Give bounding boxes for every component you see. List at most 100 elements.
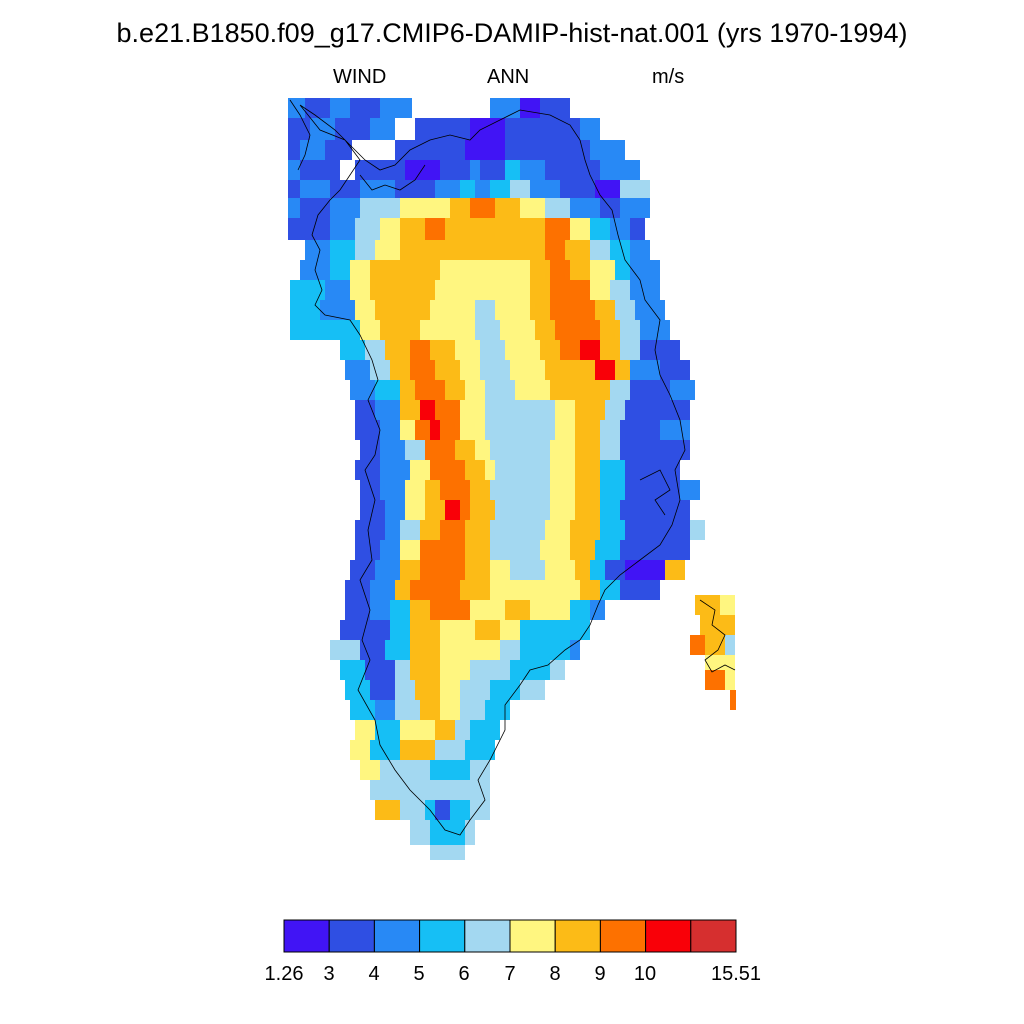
map-cell	[520, 198, 545, 218]
colorbar-label: 1.26	[265, 963, 304, 985]
map-cell	[405, 160, 440, 180]
map-cell	[400, 400, 420, 420]
map-cell	[465, 380, 485, 400]
map-cell	[600, 580, 620, 600]
map-cell	[420, 400, 435, 420]
map-cell	[490, 480, 550, 500]
map-cell	[460, 500, 470, 520]
map-cell	[440, 620, 460, 640]
map-cell	[415, 420, 430, 440]
map-cell	[435, 360, 460, 380]
map-cell	[570, 600, 590, 620]
map-cell	[545, 198, 570, 218]
map-cell	[550, 440, 575, 460]
map-cell	[460, 700, 485, 720]
map-cell	[530, 260, 550, 280]
map-cell	[375, 240, 400, 260]
map-cell	[445, 460, 465, 480]
map-cell	[440, 260, 460, 280]
map-cell	[600, 520, 625, 540]
map-cell	[430, 600, 470, 620]
map-cell	[600, 500, 620, 520]
map-cell	[370, 580, 395, 600]
map-cell	[465, 540, 490, 560]
map-cell	[305, 240, 330, 260]
map-cell	[465, 520, 490, 540]
map-cell	[570, 260, 590, 280]
map-cell	[575, 420, 600, 440]
map-cell	[580, 580, 600, 600]
map-cell	[330, 240, 355, 260]
map-cell	[465, 460, 485, 480]
map-cell	[330, 640, 360, 660]
map-cell	[545, 520, 570, 540]
map-cell	[415, 680, 440, 700]
map-cell	[630, 218, 645, 240]
map-cell	[490, 440, 550, 460]
map-cell	[435, 720, 455, 740]
map-cell	[470, 720, 500, 740]
map-cell	[370, 740, 400, 760]
map-cell	[375, 800, 400, 820]
map-cell	[545, 218, 570, 240]
colorbar-label: 6	[458, 963, 469, 985]
map-cell	[510, 180, 530, 198]
coastline	[299, 104, 686, 836]
map-cell	[545, 240, 565, 260]
map-cell	[555, 400, 575, 420]
map-cell	[455, 340, 480, 360]
map-cell	[400, 740, 435, 760]
colorbar-box	[554, 919, 601, 953]
map-cell	[435, 280, 455, 300]
map-cell	[705, 655, 725, 670]
map-cell	[425, 480, 440, 500]
map-cell	[660, 360, 690, 380]
map-cell	[560, 180, 595, 198]
map-cell	[690, 635, 705, 655]
map-cell	[620, 180, 650, 198]
map-cell	[425, 500, 445, 520]
map-cell	[550, 460, 575, 480]
map-cell	[380, 480, 405, 500]
colorbar-box	[509, 919, 556, 953]
map-cell	[590, 280, 610, 300]
map-cell	[355, 420, 380, 440]
map-cell	[330, 180, 360, 198]
map-cell	[570, 540, 595, 560]
map-cell	[630, 240, 650, 260]
map-cell	[370, 780, 395, 800]
map-cell	[495, 500, 550, 520]
map-cell	[540, 98, 570, 118]
map-cell	[725, 655, 735, 670]
map-cell	[440, 680, 460, 700]
map-cell	[630, 280, 660, 300]
colorbar-label: 9	[594, 963, 605, 985]
map-cell	[425, 218, 445, 240]
map-cell	[400, 420, 415, 440]
map-cell	[445, 380, 465, 400]
map-cell	[345, 360, 370, 380]
map-cell	[400, 198, 450, 218]
map-cell	[460, 420, 485, 440]
map-cell	[395, 180, 435, 198]
map-cell	[420, 320, 450, 340]
map-cell	[725, 635, 735, 655]
map-cell	[475, 300, 495, 320]
map-cell	[640, 320, 670, 340]
map-cell	[550, 280, 590, 300]
map-cell	[465, 140, 505, 160]
colorbar-box	[328, 919, 375, 953]
map-cell	[470, 480, 490, 500]
map-cell	[470, 760, 490, 780]
map-cell	[520, 400, 555, 420]
colorbar-box	[373, 919, 421, 953]
map-cell	[405, 440, 425, 460]
map-cell	[420, 540, 465, 560]
map-cell	[480, 360, 510, 380]
map-cell	[555, 320, 580, 340]
map-cell	[440, 160, 470, 180]
map-cell	[470, 500, 495, 520]
map-cell	[460, 680, 490, 700]
map-cell	[425, 440, 440, 460]
